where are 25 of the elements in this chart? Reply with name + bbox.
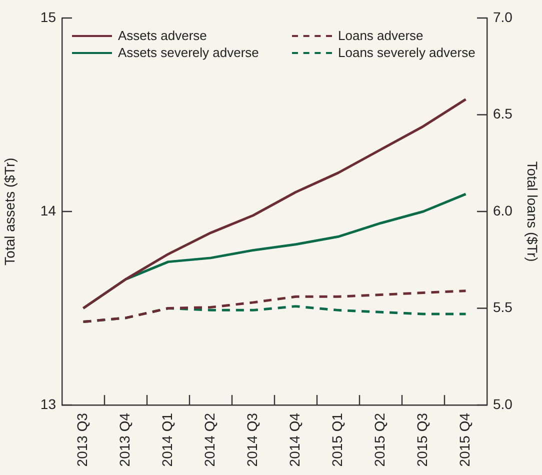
x-tick-label: 2014 Q4 xyxy=(286,412,303,467)
legend-label: Assets adverse xyxy=(118,28,207,43)
y2-tick-label: 5.5 xyxy=(493,299,513,316)
legend-label: Loans adverse xyxy=(338,28,424,43)
y2-tick-label: 5.0 xyxy=(493,396,513,412)
y2-tick-label: 6.0 xyxy=(493,202,513,218)
y2-axis-title: Total loans ($Tr) xyxy=(524,161,541,262)
y-tick-label: 13 xyxy=(40,396,56,412)
x-tick-label: 2014 Q2 xyxy=(202,412,218,467)
y2-tick-label: 6.5 xyxy=(493,106,513,122)
x-tick-label: 2015 Q1 xyxy=(329,412,346,467)
x-tick-label: 2015 Q3 xyxy=(414,412,430,467)
y-tick-label: 14 xyxy=(40,202,56,218)
y2-tick-label: 7.0 xyxy=(493,8,513,25)
legend-label: Loans severely adverse xyxy=(338,45,476,60)
line-series xyxy=(82,290,467,324)
x-tick-label: 2015 Q2 xyxy=(372,412,388,467)
y-tick-label: 15 xyxy=(40,8,56,25)
x-tick-label: 2015 Q4 xyxy=(456,412,473,467)
legend-label: Assets severely adverse xyxy=(118,45,259,60)
y-axis-title: Total assets ($Tr) xyxy=(1,158,18,266)
x-tick-label: 2013 Q4 xyxy=(116,412,133,467)
x-tick-label: 2013 Q3 xyxy=(74,412,90,467)
x-tick-label: 2014 Q1 xyxy=(159,412,176,467)
x-tick-label: 2014 Q3 xyxy=(244,412,260,467)
